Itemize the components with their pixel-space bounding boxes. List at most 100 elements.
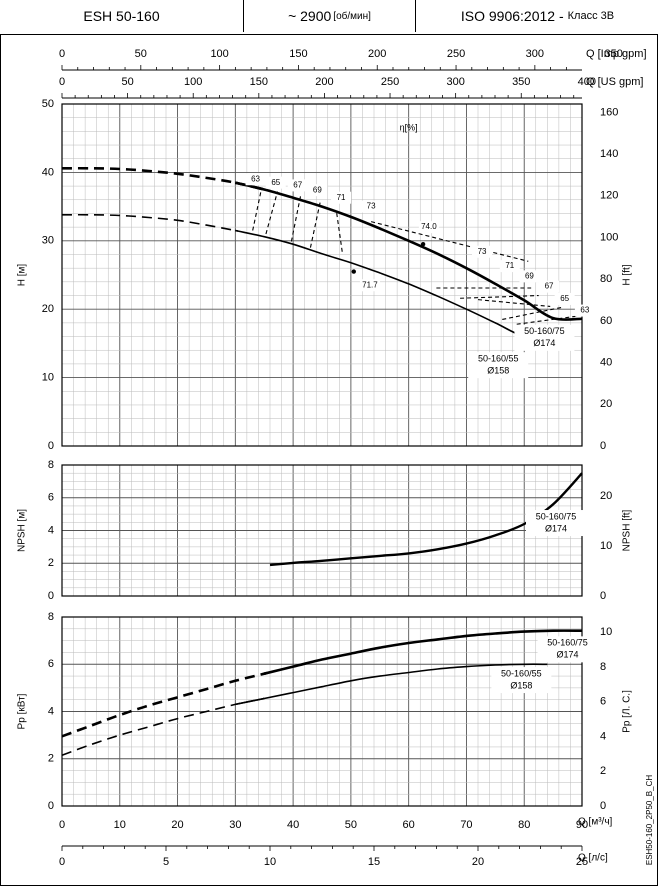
efficiency-label-bg [539,280,560,293]
power-yright-tick-label: 4 [600,730,606,742]
head-yright-tick-label: 100 [600,231,618,243]
power-plot-border [61,616,583,807]
imp-gpm-tick-label: 150 [289,48,307,60]
head-yright-tick-label: 120 [600,190,618,202]
efficiency-label-bg [472,245,493,258]
efficiency-label-bg [307,184,328,197]
power-55-series-diameter: Ø158 [510,680,532,690]
power-75-curve [263,629,583,675]
efficiency-label-bg [361,200,382,213]
head-75-series-label-bg [514,324,575,351]
head-75-curve [235,181,583,321]
head-55-curve-dashed [61,213,239,232]
us-gpm-tick-label: 200 [315,76,333,88]
speed-value: ~ 2900 [288,8,332,24]
npsh-ytick-label: 8 [48,459,54,471]
efficiency-label: 67 [545,282,554,291]
q-m3h-tick-label: 0 [59,819,65,831]
power-grid [61,616,583,807]
power-yright-tick-label: 0 [600,800,606,812]
head-yright-tick-label: 20 [600,398,612,410]
standard-class: Класс 3В [567,10,615,22]
power-yright-tick-label: 2 [600,765,606,777]
efficiency-label: 67 [293,181,302,190]
power-55-series-label-bg [491,667,552,694]
q-m3h-tick-label: 20 [171,819,183,831]
q-ls-axis: 0 5 10 15 20 25Q [л/с] [59,845,608,868]
q-m3h-axis: 0 10 20 30 40 50 60 70 80 90Q [м³/ч] [59,817,613,831]
head-ytick-label: 40 [42,166,54,178]
power-75-curve-dashed [61,671,268,738]
header-bar: ESH 50-160 ~ 2900 [об/мин] ISO 9906:2012 … [0,0,660,34]
q-ls-tick-label: 0 [59,856,65,868]
efficiency-line-69 [460,294,539,299]
npsh-75-series-label-bg [526,510,586,537]
head-75-series-label: 50-160/75 Ø174 [514,324,575,351]
npsh-grid [61,464,583,597]
chart-frame [0,34,658,886]
head-yright-tick-label: 0 [600,440,606,452]
q-m3h-tick-label: 80 [518,819,530,831]
q-ls-tick-label: 5 [163,856,169,868]
head-yaxes: 0 10 20 30 40 50 0 20 40 60 80 100 120 140 160 H [м] H [… [17,98,633,452]
us-gpm-tick-label: 400 [578,76,596,88]
power-ytick-label: 0 [48,800,54,812]
head-yright-tick-label: 40 [600,357,612,369]
npsh-ytick-label: 2 [48,557,54,569]
npsh-75-series-name: 50-160/75 [536,511,577,521]
head-55-series-name: 50-160/55 [478,354,519,364]
npsh-75-series-label: 50-160/75 Ø174 [526,510,586,537]
head-grid [61,103,583,447]
imp-gpm-tick-label: 250 [447,48,465,60]
speed-unit: [об/мин] [333,10,371,22]
power-ytick-label: 4 [48,705,54,717]
power-yright-tick-label: 6 [600,696,606,708]
efficiency-label: 65 [560,294,569,303]
q-ls-tick-label: 20 [472,856,484,868]
efficiency-label-bg [499,260,520,273]
power-yright-tick-label: 10 [600,626,612,638]
npsh-ytick-label: 0 [48,590,54,602]
efficiency-line-69 [309,201,321,248]
footer-code: ESH50-160_2P50_B_CH [645,775,654,866]
q-m3h-tick-label: 30 [229,819,241,831]
us-gpm-tick-label: 0 [59,76,65,88]
efficiency-label: 63 [251,174,260,183]
npsh-yright-tick-label: 20 [600,490,612,502]
imp-gpm-tick-label: 300 [526,48,544,60]
head-yright-tick-label: 60 [600,315,612,327]
efficiency-label: 69 [525,271,534,280]
head-yright-tick-label: 140 [600,148,618,160]
us-gpm-tick-label: 300 [446,76,464,88]
efficiency-line-63 [516,315,579,325]
npsh-ytick-label: 4 [48,524,54,536]
us-gpm-tick-label: 150 [250,76,268,88]
efficiency-axis-label: η[%] [400,122,418,132]
efficiency-lines: 63 65 67 69 71 73 74.0 73 71 69 67 65 63 71.7 [245,173,595,325]
efficiency-line-63 [252,189,262,231]
standard-cell: ISO 9906:2012 - Класс 3В [416,0,659,32]
power-yright-tick-label: 8 [600,661,606,673]
head-yright-tick-label: 80 [600,273,612,285]
head-ytick-label: 20 [42,303,54,315]
q-ls-axis-label: Q [л/с] [578,853,608,864]
imp-gpm-tick-label: 200 [368,48,386,60]
power-75-series-label-bg [537,636,598,663]
power-55-curve [235,663,548,706]
q-ls-tick-label: 25 [576,856,588,868]
efficiency-label-bg [265,176,286,189]
power-ytick-label: 8 [48,611,54,623]
us-gpm-axis-label: Q [US gpm] [586,76,643,88]
imp-gpm-tick-label: 350 [604,48,622,60]
q-ls-tick-label: 10 [264,856,276,868]
model-cell: ESH 50-160 [0,0,244,32]
efficiency-label-bg [245,173,266,186]
power-75-series-diameter: Ø174 [557,650,579,660]
head-55-curve [235,229,548,339]
efficiency-label-bg [574,304,595,317]
head-55-series-diameter: Ø158 [487,366,509,376]
bep-marker-55 [351,269,356,274]
imp-gpm-tick-label: 0 [59,48,65,60]
head-plot-border [61,103,583,447]
